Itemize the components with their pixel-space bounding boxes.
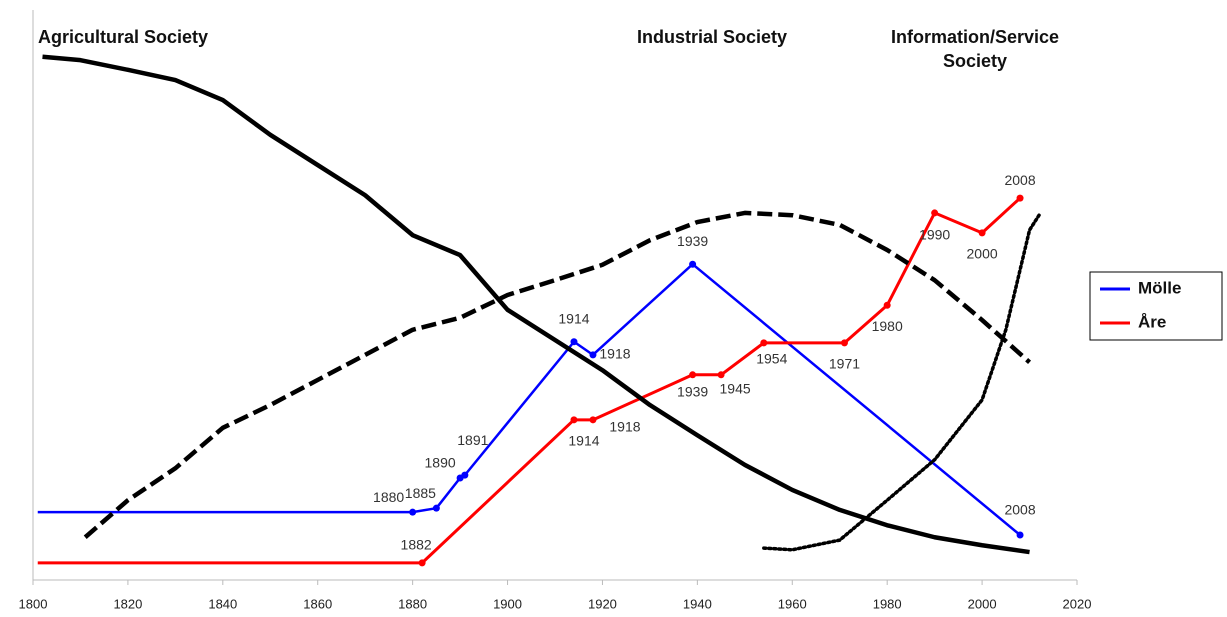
point (1016, 531, 1024, 539)
series-line (42, 54, 1030, 555)
data-label: 1939 (677, 384, 708, 400)
point (589, 416, 597, 424)
point (461, 471, 469, 479)
x-tick-label: 1960 (778, 596, 807, 611)
series-line (762, 213, 1041, 552)
data-label: 1914 (558, 310, 589, 326)
data-label: 1954 (756, 351, 787, 367)
x-tick-label: 1860 (303, 596, 332, 611)
point (1016, 194, 1024, 202)
data-label: 2008 (1004, 502, 1035, 518)
point (409, 508, 417, 516)
annotation: Agricultural Society (38, 27, 208, 47)
annotation: Information/Service (891, 27, 1059, 47)
data-label: 1914 (568, 433, 599, 449)
x-tick-label: 2020 (1063, 596, 1092, 611)
x-tick-label: 1940 (683, 596, 712, 611)
x-tick-label: 1980 (873, 596, 902, 611)
series: 1882 1914 1918 1939 1945 1954 1971 1980 1990 2000… (37, 172, 1036, 567)
point (931, 209, 939, 217)
x-tick-label: 1920 (588, 596, 617, 611)
series (83, 210, 1032, 539)
x-tick-label: 1820 (113, 596, 142, 611)
data-label: 2000 (967, 246, 998, 262)
data-label: 1918 (599, 346, 630, 362)
point (432, 504, 440, 512)
x-tick-label: 1880 (398, 596, 427, 611)
x-tick-label: 1840 (208, 596, 237, 611)
data-label: 1890 (425, 455, 456, 471)
point (589, 351, 597, 359)
data-label: 1885 (405, 485, 436, 501)
point (840, 339, 848, 347)
x-tick-label: 1800 (19, 596, 48, 611)
data-label: 1882 (401, 537, 432, 553)
point (689, 371, 697, 379)
x-tick-label: 1900 (493, 596, 522, 611)
legend: Mölle Åre (1089, 271, 1223, 341)
series (762, 213, 1041, 552)
annotation: Society (943, 51, 1007, 71)
data-label: 1891 (457, 432, 488, 448)
x-tick-label: 2000 (968, 596, 997, 611)
annotation: Industrial Society (637, 27, 787, 47)
point (418, 559, 426, 567)
data-label: 1880 (373, 489, 404, 505)
point (689, 260, 697, 268)
point (883, 301, 891, 309)
series-line (83, 210, 1032, 539)
point (760, 339, 768, 347)
point (570, 416, 578, 424)
point (978, 229, 986, 237)
point (570, 338, 578, 346)
data-label: 1945 (720, 381, 751, 397)
data-label: 1980 (872, 318, 903, 334)
legend-box (1089, 271, 1223, 341)
data-label: 1990 (919, 227, 950, 243)
series-line (412, 262, 1021, 536)
data-label: 1918 (609, 419, 640, 435)
data-label: 1939 (677, 233, 708, 249)
data-label: 2008 (1004, 172, 1035, 188)
series (42, 54, 1030, 555)
data-label: 1971 (829, 356, 860, 372)
legend-label: Mölle (1138, 278, 1181, 297)
legend-label: Åre (1138, 312, 1166, 331)
point (717, 371, 725, 379)
